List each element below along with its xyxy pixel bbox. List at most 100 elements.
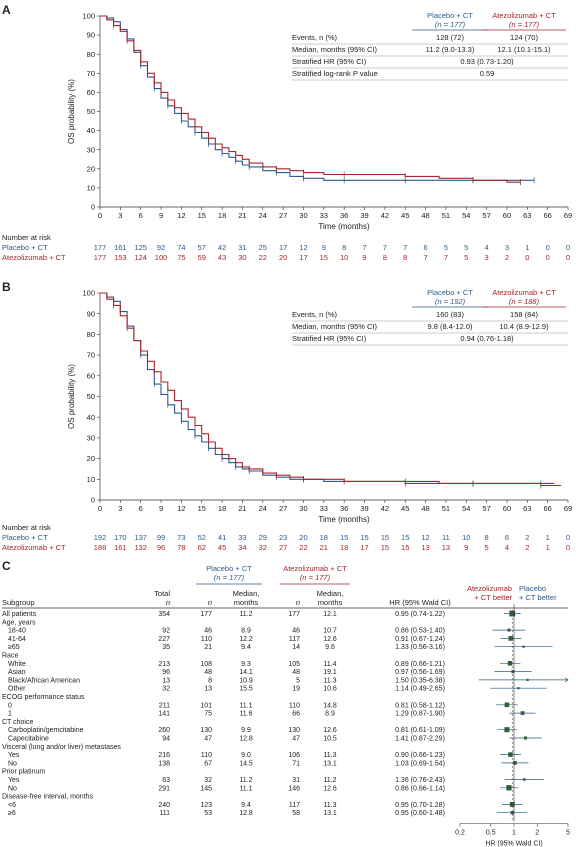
stats-col-placebo: Placebo + CT	[427, 288, 473, 297]
risk-label-placebo: Placebo + CT	[2, 533, 48, 542]
cell-hr: 1.29 (0.87-1.90)	[395, 711, 445, 718]
risk-value-placebo: 92	[157, 243, 165, 252]
forest-point	[524, 736, 528, 740]
stats-value-combined: 0.94 (0.76-1.18)	[460, 334, 514, 343]
risk-value-atezo: 10	[340, 253, 348, 262]
stats-value-placebo: 128 (72)	[436, 33, 464, 42]
risk-value-placebo: 99	[157, 533, 165, 542]
risk-value-atezo: 27	[279, 543, 287, 552]
risk-value-placebo: 161	[114, 243, 127, 252]
cell-atezo-n: 177	[288, 611, 300, 618]
cell-placebo-median: 12.8	[239, 810, 253, 817]
cell-placebo-n: 75	[204, 711, 212, 718]
x-tick-label: 48	[421, 504, 429, 513]
risk-value-atezo: 7	[423, 253, 427, 262]
x-tick-label: 30	[299, 211, 307, 220]
cell-hr: 1.50 (0.35-6.38)	[395, 677, 445, 684]
risk-value-atezo: 0	[566, 253, 570, 262]
x-tick-label: 33	[320, 211, 328, 220]
cell-atezo-n: 48	[292, 669, 300, 676]
cell-total: 63	[162, 777, 170, 784]
stats-value-combined: 0.59	[480, 69, 495, 78]
cell-atezo-n: 46	[292, 628, 300, 635]
y-tick-label: 80	[87, 50, 95, 59]
cell-hr: 0.81 (0.61-1.09)	[395, 727, 445, 734]
risk-value-atezo: 18	[340, 543, 348, 552]
cell-atezo-n: 106	[288, 752, 300, 759]
favors-atezo: Atezolizumab	[467, 584, 512, 593]
cell-atezo-median: 11.3	[323, 677, 336, 684]
stats-col-atezo-n: (n = 177)	[509, 20, 540, 29]
cell-placebo-n: 101	[200, 702, 212, 709]
risk-value-placebo: 73	[177, 533, 185, 542]
x-tick-label: 24	[259, 211, 267, 220]
x-tick-label: 63	[523, 504, 531, 513]
x-tick-label: 60	[503, 211, 511, 220]
subgroup-label: ≥6	[8, 810, 16, 817]
x-tick-label: 42	[381, 211, 389, 220]
x-tick-label: 45	[401, 211, 409, 220]
subgroup-label: Other	[8, 686, 26, 693]
risk-value-placebo: 11	[442, 533, 450, 542]
risk-value-placebo: 1	[546, 533, 550, 542]
subgroup-label: Yes	[8, 752, 20, 759]
cell-placebo-n: 123	[200, 802, 212, 809]
cell-atezo-n: 66	[292, 711, 300, 718]
cell-atezo-median: 12.6	[323, 636, 337, 643]
cell-atezo-median: 11.2	[323, 777, 336, 784]
x-tick-label: 18	[218, 211, 226, 220]
cell-hr: 0.89 (0.66-1.21)	[395, 661, 445, 668]
x-tick-label: 69	[564, 504, 572, 513]
x-tick-label: 39	[360, 211, 368, 220]
cell-atezo-n: 14	[292, 644, 300, 651]
risk-value-atezo: 15	[320, 253, 328, 262]
stats-row-label: Median, months (95% CI)	[292, 45, 378, 54]
y-tick-label: 40	[87, 413, 95, 422]
header-placebo: Placebo + CT	[206, 564, 252, 573]
risk-value-atezo: 59	[198, 253, 206, 262]
cell-placebo-median: 12.2	[239, 636, 253, 643]
header-median-placebo-units: months	[234, 598, 259, 607]
favors-placebo: Placebo	[519, 584, 546, 593]
stats-col-atezo-n: (n = 188)	[509, 297, 540, 306]
y-tick-label: 30	[87, 145, 95, 154]
risk-value-placebo: 33	[238, 533, 246, 542]
risk-value-placebo: 7	[362, 243, 366, 252]
risk-value-atezo: 78	[177, 543, 185, 552]
forest-point	[522, 645, 525, 648]
cell-placebo-median: 11.2	[239, 777, 252, 784]
cell-atezo-median: 14.8	[323, 702, 337, 709]
cell-placebo-n: 130	[200, 727, 212, 734]
risk-value-atezo: 0	[525, 253, 529, 262]
cell-atezo-median: 11.4	[323, 661, 336, 668]
cell-atezo-median: 8.9	[325, 711, 335, 718]
cell-placebo-n: 67	[204, 760, 212, 767]
forest-x-tick-label: 2	[535, 830, 539, 837]
cell-placebo-n: 8	[208, 677, 212, 684]
cell-atezo-n: 117	[289, 636, 300, 643]
risk-value-atezo: 9	[362, 253, 366, 262]
forest-point	[520, 711, 525, 715]
x-tick-label: 69	[564, 211, 572, 220]
cell-atezo-median: 11.3	[323, 802, 336, 809]
cell-atezo-median: 13.1	[323, 810, 337, 817]
subgroup-label: Yes	[8, 777, 20, 784]
y-tick-label: 60	[87, 88, 95, 97]
header-atezo-n: (n = 177)	[300, 573, 331, 582]
header-hr: HR (95% Wald CI)	[389, 598, 451, 607]
cell-placebo-n: 177	[200, 611, 212, 618]
x-tick-label: 57	[482, 504, 490, 513]
x-tick-label: 9	[159, 504, 163, 513]
stats-value-atezo: 10.4 (8.9-12.9)	[499, 322, 549, 331]
stats-col-atezo: Atezolizumab + CT	[492, 11, 556, 20]
x-tick-label: 42	[381, 504, 389, 513]
x-tick-label: 54	[462, 504, 470, 513]
header-atezo: Atezolizumab + CT	[283, 564, 347, 573]
risk-value-atezo: 15	[401, 543, 409, 552]
cell-atezo-n: 71	[292, 760, 300, 767]
risk-value-atezo: 96	[157, 543, 165, 552]
x-tick-label: 6	[139, 504, 143, 513]
y-tick-label: 70	[87, 69, 95, 78]
cell-placebo-median: 15.5	[239, 686, 253, 693]
cell-hr: 1.36 (0.76-2.43)	[395, 777, 445, 784]
